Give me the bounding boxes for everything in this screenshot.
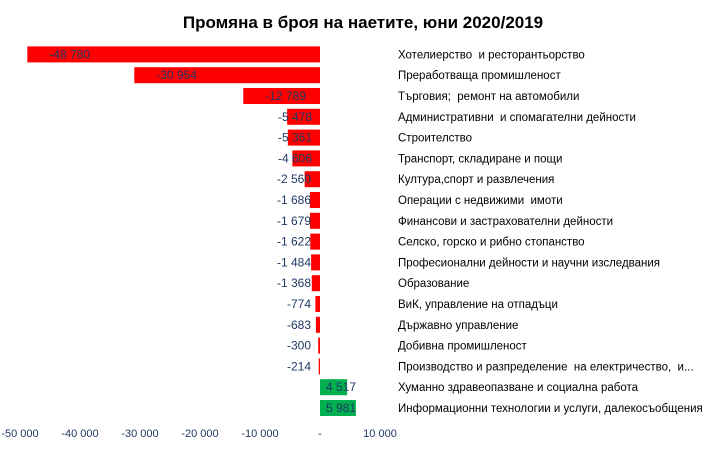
value-label: -1 484 <box>277 255 311 269</box>
chart-title: Промяна в броя на наетите, юни 2020/2019 <box>183 13 543 32</box>
bar <box>315 296 320 312</box>
category-label: Финансови и застрахователни дейности <box>398 216 613 228</box>
category-label: Административни и спомагателни дейности <box>398 112 636 124</box>
value-label: -48 780 <box>49 47 90 61</box>
category-label: Селско, горско и рибно стопанство <box>398 237 585 249</box>
value-label: 4 517 <box>326 380 356 394</box>
category-label: Строителство <box>398 133 472 145</box>
category-label: Хуманно здравеопазване и социална работа <box>398 382 639 394</box>
bar <box>243 88 320 104</box>
value-label: 5 981 <box>326 401 356 415</box>
category-label: Култура,спорт и развлечения <box>398 174 554 186</box>
bar <box>320 379 348 396</box>
bar <box>309 212 320 229</box>
bar <box>311 275 320 292</box>
category-label: Професионални дейности и научни изследва… <box>398 257 660 269</box>
bar <box>318 337 320 354</box>
bar <box>318 358 320 375</box>
x-tick-label: -20 000 <box>181 428 218 440</box>
category-labels-group: Хотелиерство и ресторантьорство Преработв… <box>398 49 703 415</box>
value-label: -12 789 <box>265 89 306 103</box>
value-label: -30 954 <box>156 68 197 82</box>
category-label: Информационни технологии и услуги, далек… <box>398 403 703 415</box>
x-tick-label: -40 000 <box>61 428 98 440</box>
category-label: Търговия; ремонт на автомобили <box>398 91 579 103</box>
x-tick-label: 10 000 <box>363 428 397 440</box>
bar <box>292 150 320 167</box>
bar <box>310 233 320 250</box>
category-label: Добивна промишленост <box>398 341 528 353</box>
bars-group <box>27 46 356 416</box>
value-label: -1 679 <box>277 214 311 228</box>
category-label: Преработваща промишленост <box>398 70 561 82</box>
bar <box>309 192 320 208</box>
value-label: -300 <box>287 339 311 353</box>
value-label: -1 368 <box>277 276 311 290</box>
x-axis-ticks: -50 000 -40 000 -30 000 -20 000 -10 000-10 0… <box>1 428 396 440</box>
category-label: Хотелиерство и ресторантьорство <box>398 49 585 61</box>
value-label: -5 361 <box>278 131 312 145</box>
bar <box>315 316 320 333</box>
category-label: Операции с недвижими имоти <box>398 195 563 207</box>
value-label: -774 <box>287 297 311 311</box>
x-tick-label: -10 000 <box>241 428 278 440</box>
value-label: -214 <box>287 359 311 373</box>
bar <box>304 171 320 188</box>
x-tick-label: -30 000 <box>121 428 158 440</box>
bar <box>134 67 320 84</box>
value-label: -4 606 <box>278 151 312 165</box>
value-labels-group: -48 780 -30 954 -12 789 -5 478 -5 361 -4 606 -… <box>49 47 356 415</box>
value-label: -1 686 <box>277 193 311 207</box>
x-tick-label: -50 000 <box>1 428 38 440</box>
bar <box>27 46 320 63</box>
value-label: -683 <box>287 318 311 332</box>
value-label: -5 478 <box>278 110 312 124</box>
category-label: ВиК, управление на отпадъци <box>398 299 558 311</box>
category-label: Образование <box>398 278 469 290</box>
category-label: Държавно управление <box>398 320 518 332</box>
x-tick-label: - <box>318 428 322 440</box>
value-label: -2 560 <box>277 172 311 186</box>
value-label: -1 622 <box>277 235 311 249</box>
bar <box>287 108 320 125</box>
bar <box>287 129 320 146</box>
bar <box>311 254 320 271</box>
bar <box>320 400 356 416</box>
category-label: Производство и разпределение на електрич… <box>398 361 694 373</box>
category-label: Транспорт, складиране и пощи <box>398 153 562 165</box>
